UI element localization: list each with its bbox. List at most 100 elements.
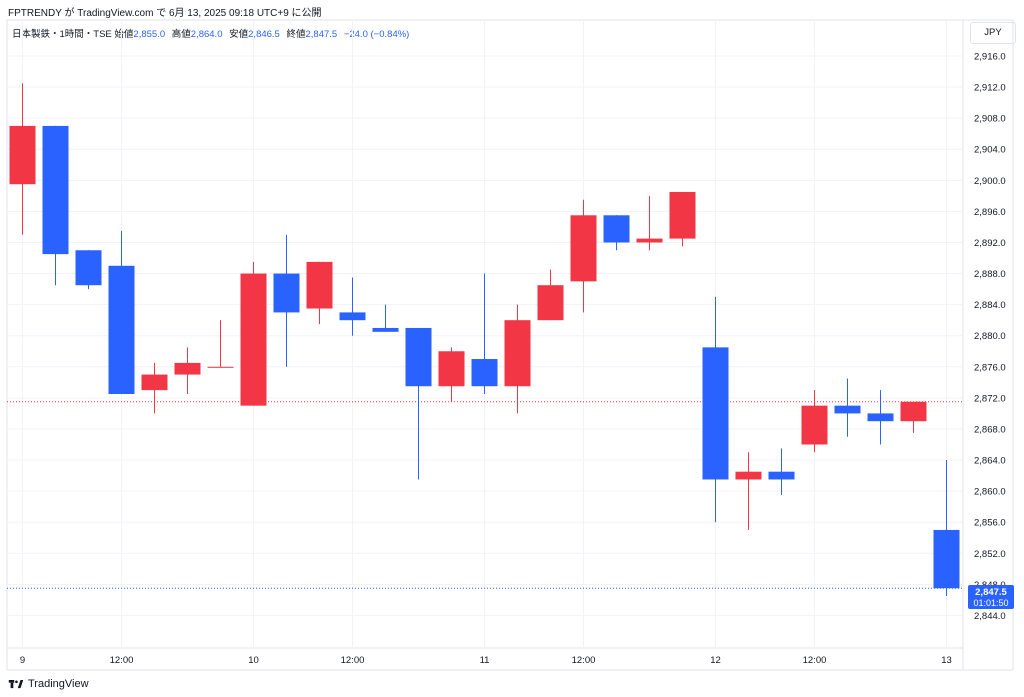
candle-body: [669, 191, 696, 239]
candle-body: [306, 261, 333, 309]
candle-body: [537, 285, 564, 321]
candle-body: [405, 327, 432, 387]
candle: [735, 452, 762, 530]
time-tick-label: 11: [480, 655, 490, 666]
bar-countdown: 01:01:50: [973, 598, 1008, 608]
candle-body: [702, 347, 729, 480]
tradingview-logo-icon: [8, 679, 24, 688]
low-label: 安値: [229, 29, 249, 40]
candle: [438, 347, 465, 402]
candle-body: [75, 250, 102, 286]
last-price-tag: 2,847.5 01:01:50: [968, 585, 1014, 609]
price-tick-label: 2,860.0: [974, 487, 1006, 498]
candle: [933, 460, 960, 597]
close-label: 終値: [286, 29, 306, 40]
reference-lines: [7, 401, 963, 589]
high-value: 2,864.0: [190, 29, 223, 40]
candle: [141, 362, 168, 414]
publisher-line: FPTRENDY が TradingView.com で 6月 13, 2025…: [8, 8, 322, 19]
candle-body: [768, 471, 795, 480]
currency-button[interactable]: JPY: [970, 22, 1016, 44]
candle: [75, 250, 102, 290]
candle-body: [570, 215, 597, 282]
candle-body: [372, 327, 399, 332]
candle: [9, 83, 36, 235]
candle: [405, 327, 432, 480]
low-value: 2,846.5: [248, 29, 280, 40]
chart-border: [6, 19, 1014, 671]
candle-body: [735, 471, 762, 480]
candle-body: [42, 125, 69, 255]
candle-body: [9, 125, 36, 185]
candle-body: [834, 405, 861, 414]
candle: [174, 347, 201, 394]
price-tick-label: 2,864.0: [974, 456, 1006, 467]
candle: [306, 261, 333, 325]
candle-body: [273, 273, 300, 313]
candle-body: [108, 265, 135, 394]
last-price-tag-bg: [968, 585, 1014, 609]
candle-body: [174, 362, 201, 375]
time-tick-label: 9: [20, 655, 25, 666]
candle: [504, 304, 531, 414]
candle-body: [141, 374, 168, 391]
price-tick-label: 2,912.0: [974, 83, 1006, 94]
candle: [240, 261, 267, 406]
candle-body: [603, 215, 630, 243]
candle-body: [240, 273, 267, 406]
time-tick-label: 12:00: [110, 655, 134, 666]
candle-body: [207, 366, 234, 368]
candle: [339, 277, 366, 336]
candle: [570, 199, 597, 313]
candle: [207, 320, 234, 368]
price-tick-label: 2,904.0: [974, 145, 1006, 156]
price-tick-label: 2,844.0: [974, 611, 1006, 622]
time-tick-label: 10: [248, 655, 259, 666]
candle-body: [471, 359, 498, 387]
price-tick-label: 2,900.0: [974, 176, 1006, 187]
candle: [702, 296, 729, 523]
price-tick-label: 2,884.0: [974, 300, 1006, 311]
candle: [108, 230, 135, 394]
time-tick-label: 12:00: [572, 655, 596, 666]
price-tick-label: 2,892.0: [974, 238, 1006, 249]
candle-body: [867, 413, 894, 422]
candle: [372, 304, 399, 332]
price-tick-label: 2,852.0: [974, 549, 1006, 560]
last-price-value: 2,847.5: [975, 587, 1007, 598]
time-tick-label: 13: [941, 655, 952, 666]
high-label: 高値: [171, 29, 191, 40]
brand-footer[interactable]: TradingView: [8, 678, 89, 690]
brand-name: TradingView: [28, 678, 89, 690]
time-tick-label: 12: [710, 655, 721, 666]
time-tick-label: 12:00: [341, 655, 365, 666]
price-tick-label: 2,880.0: [974, 331, 1006, 342]
candle: [834, 378, 861, 437]
candle-body: [801, 405, 828, 445]
candle: [273, 234, 300, 367]
candle: [537, 269, 564, 321]
candle-body: [900, 401, 927, 422]
price-axis: 2,844.02,848.02,852.02,856.02,860.02,864…: [974, 52, 1006, 622]
price-tick-label: 2,876.0: [974, 362, 1006, 373]
ohlc-legend: 日本製鉄・1時間・TSE 始値2,855.0 高値2,864.0 安値2,846…: [12, 26, 413, 40]
price-tick-label: 2,856.0: [974, 518, 1006, 529]
candle: [867, 390, 894, 445]
candle: [603, 215, 630, 251]
open-label: 始値: [114, 29, 134, 40]
candle: [42, 125, 69, 286]
candle: [801, 390, 828, 453]
price-tick-label: 2,916.0: [974, 52, 1006, 63]
candle-body: [339, 312, 366, 321]
price-tick-label: 2,888.0: [974, 269, 1006, 280]
close-value: 2,847.5: [305, 29, 338, 40]
price-tick-label: 2,872.0: [974, 393, 1006, 404]
symbol-label[interactable]: 日本製鉄・1時間・TSE: [12, 29, 112, 40]
candle: [669, 191, 696, 247]
price-tick-label: 2,868.0: [974, 424, 1006, 435]
change-value: −24.0 (−0.84%): [343, 29, 410, 40]
time-tick-label: 12:00: [803, 655, 827, 666]
candle: [471, 273, 498, 394]
